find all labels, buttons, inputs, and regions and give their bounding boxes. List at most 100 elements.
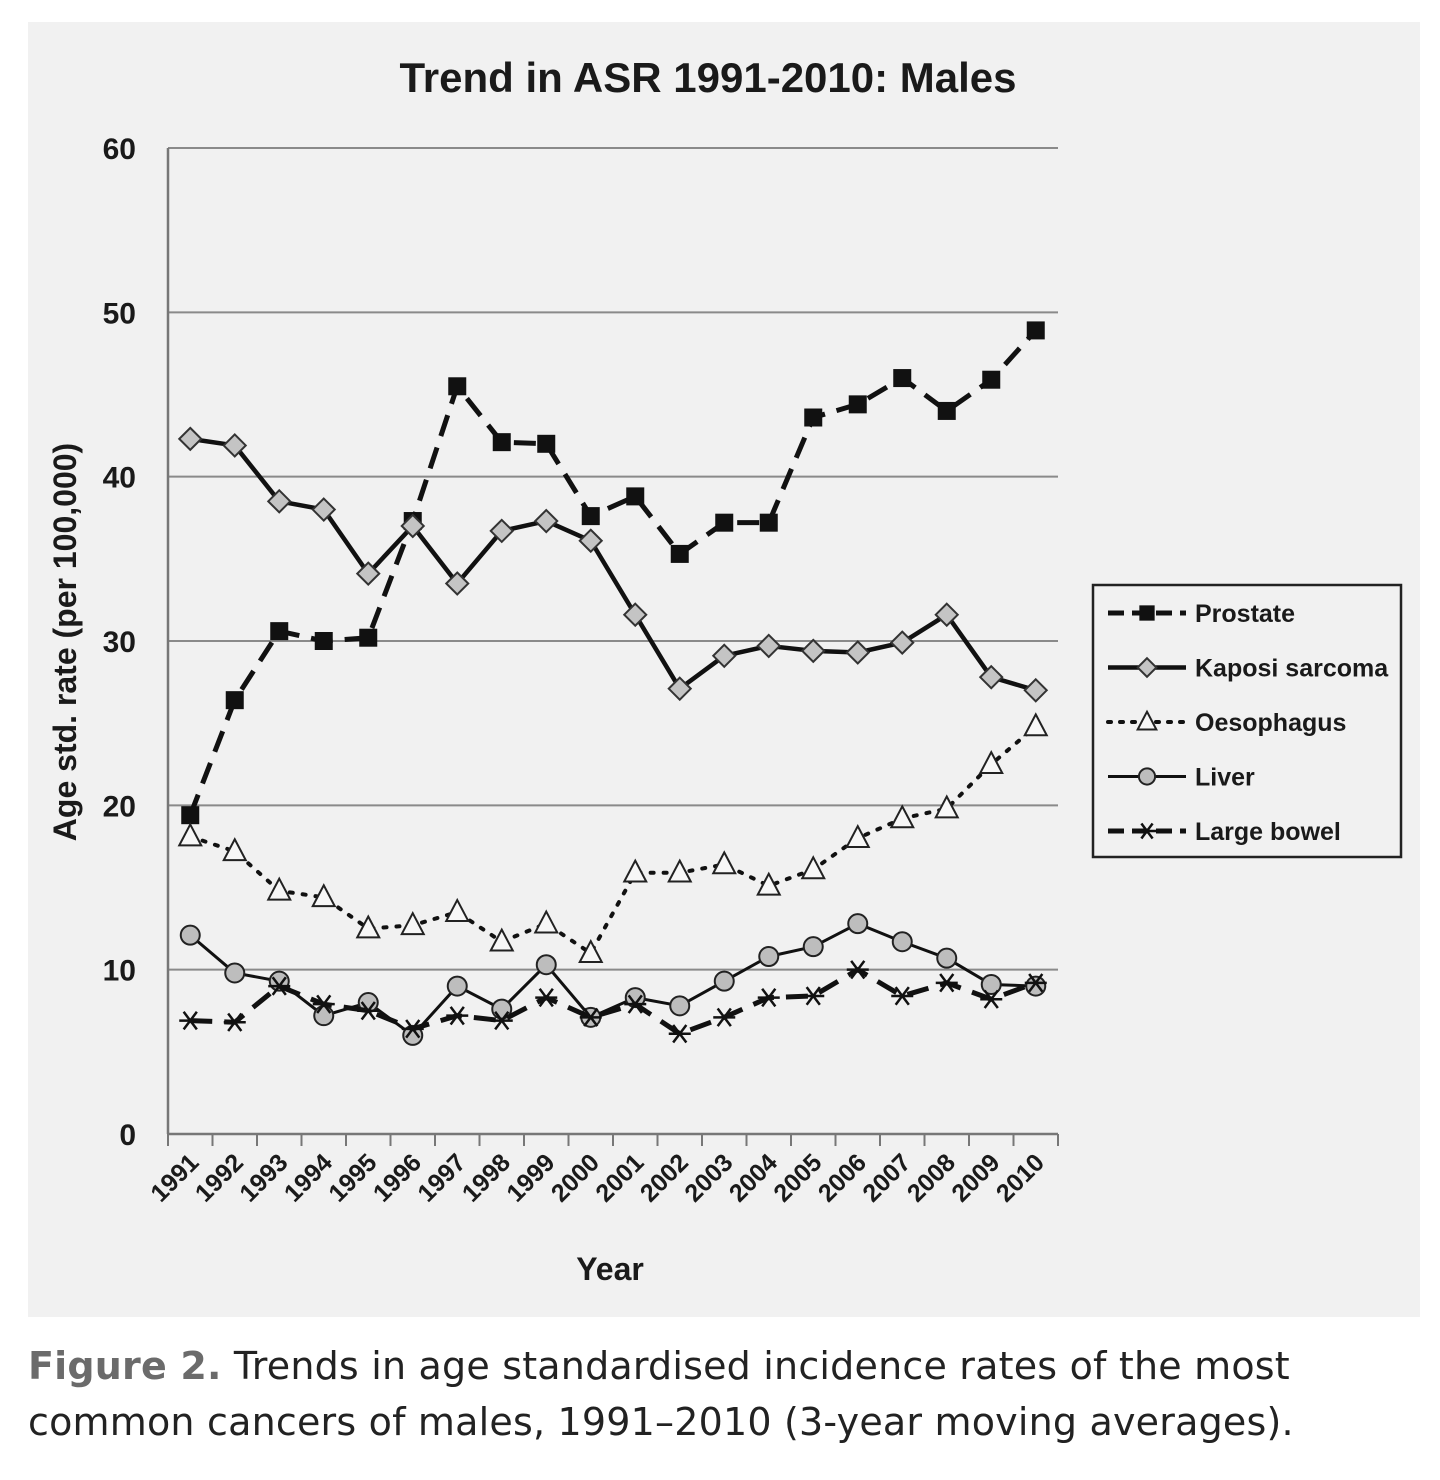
legend-label: Liver bbox=[1195, 764, 1255, 792]
marker-square bbox=[492, 433, 511, 452]
asterisk-stroke bbox=[761, 988, 777, 1008]
marker-asterisk bbox=[268, 976, 291, 996]
asterisk-stroke bbox=[850, 960, 866, 980]
marker-circle bbox=[802, 936, 824, 958]
marker-triangle bbox=[978, 750, 1004, 775]
marker-square bbox=[225, 691, 244, 710]
asterisk-stroke bbox=[894, 986, 910, 1006]
caption-label: Figure 2. bbox=[28, 1344, 222, 1388]
chart-title: Trend in ASR 1991-2010: Males bbox=[399, 54, 1016, 101]
x-tick-label: 1991 bbox=[145, 1148, 204, 1207]
asterisk-stroke bbox=[1140, 822, 1154, 840]
marker-triangle bbox=[1135, 709, 1159, 731]
x-axis-label: Year bbox=[576, 1251, 644, 1287]
y-tick-label: 20 bbox=[103, 790, 136, 823]
marker-diamond bbox=[489, 518, 515, 544]
x-tick-label: 2001 bbox=[590, 1148, 649, 1207]
marker-diamond bbox=[756, 633, 782, 659]
marker-square bbox=[715, 513, 734, 532]
marker-circle bbox=[758, 946, 780, 968]
y-tick-label: 10 bbox=[103, 955, 136, 988]
marker-triangle bbox=[934, 794, 960, 819]
marker-diamond bbox=[533, 508, 559, 534]
asterisk-stroke bbox=[316, 994, 332, 1014]
marker-square bbox=[670, 544, 689, 563]
y-tick-label: 60 bbox=[103, 133, 136, 166]
marker-diamond bbox=[667, 676, 693, 702]
x-tick-label: 2004 bbox=[724, 1148, 783, 1207]
marker-diamond bbox=[711, 643, 737, 669]
x-tick-label: 2010 bbox=[991, 1148, 1050, 1207]
legend-item-prostate: Prostate bbox=[1108, 600, 1295, 628]
marker-diamond bbox=[889, 630, 915, 656]
marker-square bbox=[448, 377, 467, 396]
marker-triangle bbox=[889, 804, 915, 829]
marker-triangle bbox=[266, 876, 292, 901]
marker-triangle bbox=[311, 883, 337, 908]
series-line-prostate bbox=[187, 328, 1038, 817]
marker-circle bbox=[713, 970, 735, 992]
marker-square bbox=[270, 622, 289, 641]
legend-item-liver: Liver bbox=[1108, 764, 1255, 792]
marker-diamond bbox=[355, 561, 381, 587]
series-kaposi-sarcoma bbox=[177, 426, 1049, 703]
marker-asterisk bbox=[980, 989, 1003, 1009]
marker-triangle bbox=[222, 837, 248, 862]
marker-asterisk bbox=[357, 1001, 380, 1021]
series-large-bowel bbox=[179, 960, 1047, 1044]
marker-square bbox=[626, 487, 645, 506]
marker-circle bbox=[936, 947, 958, 969]
marker-diamond bbox=[177, 426, 203, 452]
asterisk-stroke bbox=[627, 994, 643, 1014]
x-tick-label: 1993 bbox=[234, 1148, 293, 1207]
legend-label: Large bowel bbox=[1195, 818, 1341, 846]
marker-diamond bbox=[978, 664, 1004, 690]
marker-asterisk bbox=[179, 1011, 202, 1031]
marker-square bbox=[893, 369, 912, 388]
asterisk-stroke bbox=[182, 1011, 198, 1031]
series-prostate bbox=[181, 321, 1045, 825]
y-tick-label: 50 bbox=[103, 297, 136, 330]
marker-asterisk bbox=[1024, 973, 1047, 993]
asterisk-stroke bbox=[494, 1011, 510, 1031]
marker-diamond bbox=[845, 640, 871, 665]
marker-asterisk bbox=[846, 960, 869, 980]
marker-square bbox=[804, 408, 823, 427]
marker-triangle bbox=[622, 858, 648, 883]
x-tick-label: 2008 bbox=[902, 1148, 961, 1207]
asterisk-stroke bbox=[983, 989, 999, 1009]
marker-square bbox=[537, 434, 556, 453]
marker-triangle bbox=[711, 850, 737, 875]
marker-triangle bbox=[489, 927, 515, 952]
x-tick-label: 1998 bbox=[457, 1148, 516, 1207]
marker-circle bbox=[669, 995, 691, 1017]
axes: 0102030405060199119921993199419951996199… bbox=[103, 133, 1059, 1208]
legend-item-kaposi-sarcoma: Kaposi sarcoma bbox=[1108, 655, 1389, 683]
x-tick-label: 2003 bbox=[679, 1148, 738, 1207]
x-tick-label: 2005 bbox=[768, 1148, 827, 1207]
marker-asterisk bbox=[624, 994, 647, 1014]
marker-diamond bbox=[934, 602, 960, 628]
legend-label: Oesophagus bbox=[1195, 709, 1346, 737]
asterisk-stroke bbox=[405, 1019, 421, 1039]
marker-asterisk bbox=[713, 1007, 736, 1027]
marker-square bbox=[581, 507, 600, 526]
series-lines bbox=[177, 321, 1049, 1046]
marker-diamond bbox=[578, 528, 604, 554]
marker-square bbox=[848, 395, 867, 414]
marker-triangle bbox=[355, 914, 381, 939]
marker-circle bbox=[1025, 975, 1047, 997]
legend-label: Kaposi sarcoma bbox=[1195, 655, 1389, 683]
figure-panel: Trend in ASR 1991-2010: Males 0 10 20 30 40 5… bbox=[28, 22, 1420, 1317]
x-tick-label: 2007 bbox=[857, 1148, 916, 1207]
marker-asterisk bbox=[490, 1011, 513, 1031]
marker-diamond bbox=[622, 602, 648, 628]
marker-square bbox=[759, 513, 778, 532]
marker-square bbox=[982, 370, 1001, 389]
x-tick-label: 2009 bbox=[946, 1148, 1005, 1207]
series-liver bbox=[179, 913, 1047, 1046]
marker-circle bbox=[402, 1024, 424, 1046]
marker-circle bbox=[891, 931, 913, 953]
figure-caption: Figure 2. Trends in age standardised inc… bbox=[28, 1338, 1418, 1450]
marker-diamond bbox=[311, 497, 337, 522]
